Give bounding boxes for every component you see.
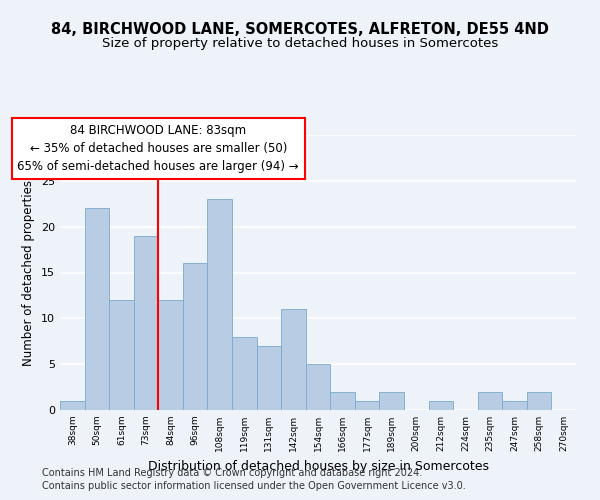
Bar <box>232 336 257 410</box>
Bar <box>183 264 208 410</box>
Bar <box>527 392 551 410</box>
Bar <box>134 236 158 410</box>
Bar <box>478 392 502 410</box>
Bar <box>109 300 134 410</box>
Text: Contains HM Land Registry data © Crown copyright and database right 2024.: Contains HM Land Registry data © Crown c… <box>42 468 422 477</box>
Bar <box>379 392 404 410</box>
Text: Contains public sector information licensed under the Open Government Licence v3: Contains public sector information licen… <box>42 481 466 491</box>
Bar <box>281 309 306 410</box>
Bar <box>208 199 232 410</box>
Bar <box>428 401 453 410</box>
Bar <box>330 392 355 410</box>
Bar <box>60 401 85 410</box>
Bar <box>502 401 527 410</box>
Bar <box>355 401 379 410</box>
Y-axis label: Number of detached properties: Number of detached properties <box>22 180 35 366</box>
Text: 84, BIRCHWOOD LANE, SOMERCOTES, ALFRETON, DE55 4ND: 84, BIRCHWOOD LANE, SOMERCOTES, ALFRETON… <box>51 22 549 38</box>
Text: Size of property relative to detached houses in Somercotes: Size of property relative to detached ho… <box>102 38 498 51</box>
Text: 84 BIRCHWOOD LANE: 83sqm
← 35% of detached houses are smaller (50)
65% of semi-d: 84 BIRCHWOOD LANE: 83sqm ← 35% of detach… <box>17 124 299 174</box>
Bar <box>257 346 281 410</box>
X-axis label: Distribution of detached houses by size in Somercotes: Distribution of detached houses by size … <box>148 460 488 472</box>
Bar <box>306 364 330 410</box>
Bar <box>158 300 183 410</box>
Bar <box>85 208 109 410</box>
